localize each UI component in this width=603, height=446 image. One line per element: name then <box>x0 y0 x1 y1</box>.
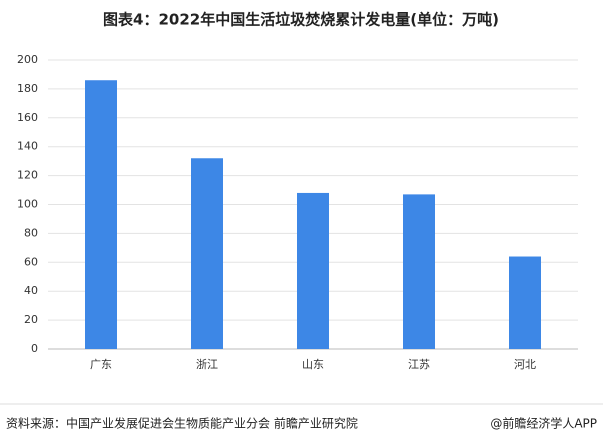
y-tick-label: 180 <box>17 82 38 95</box>
x-tick-label: 江苏 <box>408 358 430 371</box>
x-tick-label: 河北 <box>514 358 536 371</box>
y-tick-label: 0 <box>31 342 38 355</box>
bar <box>85 80 117 349</box>
y-tick-label: 20 <box>24 313 38 326</box>
y-tick-label: 140 <box>17 140 38 153</box>
bar <box>403 194 435 349</box>
y-tick-label: 60 <box>24 255 38 268</box>
bar <box>509 256 541 349</box>
chart-title: 图表4：2022年中国生活垃圾焚烧累计发电量(单位：万吨) <box>103 11 499 29</box>
x-tick-label: 广东 <box>90 358 112 371</box>
y-tick-label: 40 <box>24 284 38 297</box>
y-tick-label: 80 <box>24 226 38 239</box>
y-tick-label: 100 <box>17 198 38 211</box>
x-tick-label: 山东 <box>302 358 324 371</box>
y-tick-label: 120 <box>17 169 38 182</box>
bar <box>297 192 329 349</box>
y-tick-label: 200 <box>17 53 38 66</box>
source-note: 资料来源：中国产业发展促进会生物质能产业分会 前瞻产业研究院 <box>6 416 358 431</box>
y-tick-label: 160 <box>17 111 38 124</box>
bar <box>191 158 223 349</box>
x-tick-label: 浙江 <box>196 358 218 371</box>
credit: @前瞻经济学人APP <box>490 416 597 431</box>
